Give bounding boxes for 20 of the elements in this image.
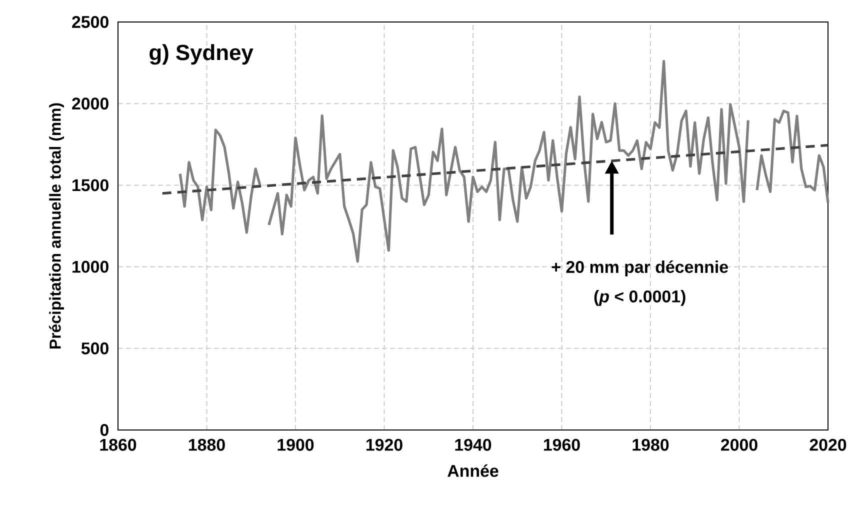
y-tick-label: 500 xyxy=(81,342,108,354)
y-tick-label: 1000 xyxy=(72,260,108,273)
y-axis-title: Précipitation annuelle total (mm) xyxy=(48,103,64,348)
x-tick-label: 1900 xyxy=(278,438,314,451)
y-tick-label: 1500 xyxy=(72,179,108,192)
annotation: (p < 0.0001) xyxy=(594,290,686,306)
x-tick-label: 1860 xyxy=(100,438,136,451)
y-tick-label: 0 xyxy=(100,424,108,436)
x-tick-label: 1940 xyxy=(455,438,492,451)
text: g) Sydney xyxy=(150,44,254,65)
annotation: + 20 mm par décennie xyxy=(552,260,728,276)
x-tick-label: 1980 xyxy=(632,438,669,451)
x-tick-label: 1920 xyxy=(366,438,402,451)
x-tick-label: 2000 xyxy=(721,438,758,451)
y-tick-label: 2500 xyxy=(72,16,108,28)
x-axis-title: Année xyxy=(448,464,498,477)
x-tick-label: 1960 xyxy=(544,438,580,451)
y-tick-label: 2000 xyxy=(72,98,108,110)
x-tick-label: 2020 xyxy=(810,438,846,451)
x-tick-label: 1880 xyxy=(188,438,225,451)
